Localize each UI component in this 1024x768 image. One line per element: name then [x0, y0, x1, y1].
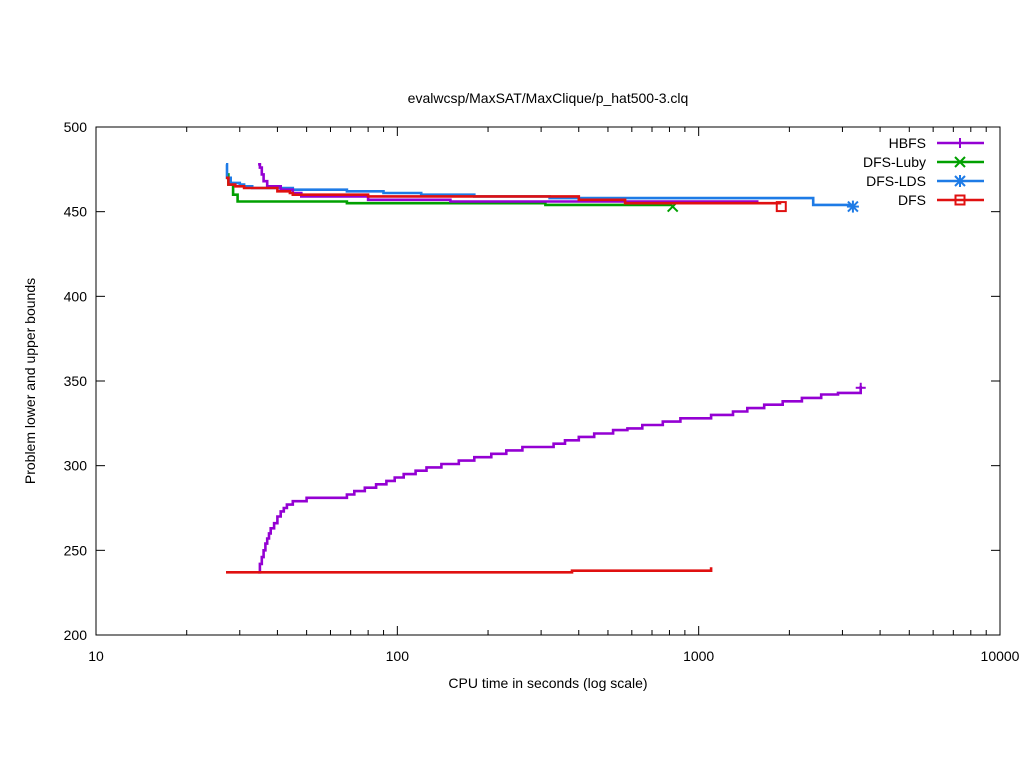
y-tick-label: 250 — [64, 542, 88, 558]
y-tick-label: 400 — [64, 288, 88, 304]
legend-marker-dfs — [954, 194, 966, 206]
y-axis-label: Problem lower and upper bounds — [22, 278, 38, 484]
y-tick-label: 350 — [64, 373, 88, 389]
legend-label-dfs: DFS — [898, 192, 926, 208]
legend: HBFS DFS-Luby DFS-LDS DFS — [863, 135, 984, 208]
y-tick-label: 300 — [64, 458, 88, 474]
y-tick-label: 500 — [64, 119, 88, 135]
legend-label-dfs-lds: DFS-LDS — [866, 173, 926, 189]
x-tick-label: 100 — [386, 648, 410, 664]
legend-marker-dfs-luby — [954, 156, 966, 168]
x-tick-label: 1000 — [683, 648, 714, 664]
legend-marker-dfs-lds — [954, 175, 966, 187]
series-hbfs-lower-line — [258, 386, 862, 574]
series-dfs-lower-line — [226, 567, 713, 574]
series-layer — [225, 163, 866, 574]
series-dfs-lds-upper-line — [225, 163, 853, 207]
legend-label-hbfs: HBFS — [889, 135, 926, 151]
x-tick-label: 10000 — [981, 648, 1020, 664]
axis-ticks: 200 250 300 350 400 450 500 10 100 1000 10000 — [64, 119, 1020, 664]
plot-frame — [95, 126, 1001, 636]
x-axis-label: CPU time in seconds (log scale) — [448, 675, 647, 691]
series-dfs-lds-marker — [846, 200, 859, 213]
legend-marker-hbfs — [955, 138, 965, 148]
y-tick-label: 450 — [64, 204, 88, 220]
y-tick-label: 200 — [64, 627, 88, 643]
chart-title: evalwcsp/MaxSAT/MaxClique/p_hat500-3.clq — [408, 90, 689, 106]
series-dfs-upper-line — [226, 176, 782, 205]
legend-label-dfs-luby: DFS-Luby — [863, 154, 926, 170]
x-tick-label: 10 — [88, 648, 104, 664]
series-hbfs-upper-line — [258, 163, 759, 203]
series-dfs-marker — [775, 201, 787, 213]
series-hbfs-marker — [855, 382, 866, 393]
